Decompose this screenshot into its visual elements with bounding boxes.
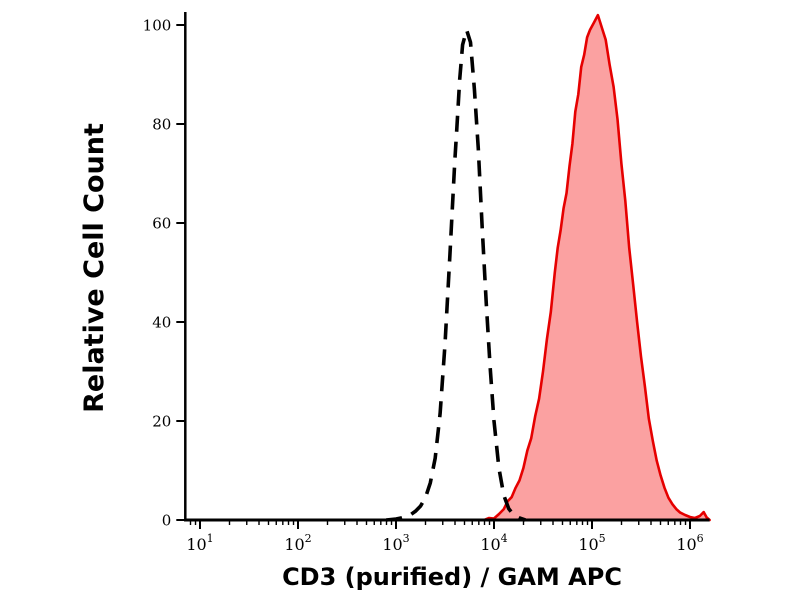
y-axis-title: Relative Cell Count — [79, 123, 110, 413]
axes: 101 102 103 104 105 106 0 20 40 60 80 100 — [143, 12, 710, 554]
y-tick-label: 60 — [152, 215, 171, 233]
x-tick-label: 103 — [382, 532, 409, 554]
series-curves — [184, 13, 711, 522]
y-tick-label: 0 — [162, 512, 172, 530]
x-tick-label: 106 — [676, 532, 703, 554]
filled-histogram-curve — [184, 13, 711, 522]
x-tick-label: 102 — [284, 532, 311, 554]
x-tick-label: 105 — [578, 532, 605, 554]
dashed-histogram-curve — [386, 28, 526, 522]
x-tick-label: 104 — [480, 532, 507, 554]
x-tick-label: 101 — [186, 532, 213, 554]
y-tick-label: 20 — [152, 413, 171, 431]
y-tick-label: 80 — [152, 116, 171, 134]
y-tick-label: 40 — [152, 314, 171, 332]
y-tick-label: 100 — [143, 17, 172, 35]
x-axis-title: CD3 (purified) / GAM APC — [282, 563, 622, 591]
